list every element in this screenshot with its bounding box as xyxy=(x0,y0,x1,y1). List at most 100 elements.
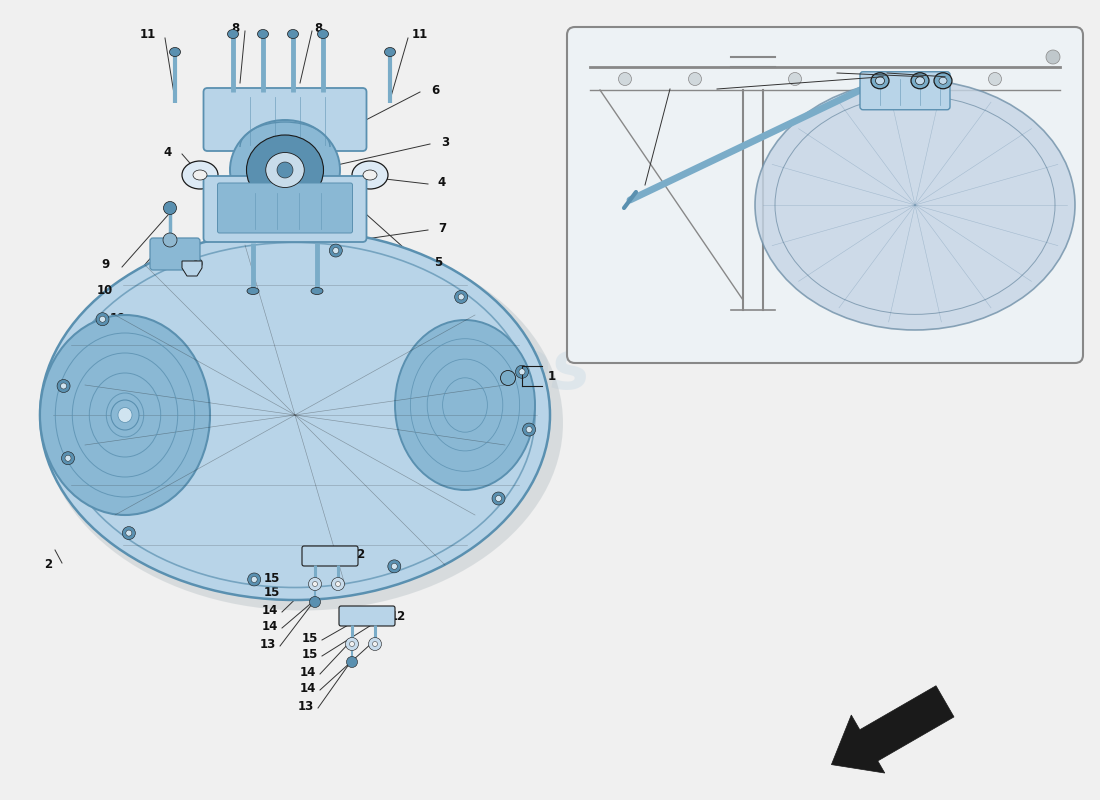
Text: 18: 18 xyxy=(872,61,888,74)
Circle shape xyxy=(164,202,176,214)
Ellipse shape xyxy=(939,78,947,84)
Text: 6: 6 xyxy=(431,83,439,97)
Circle shape xyxy=(618,73,631,86)
Circle shape xyxy=(350,642,354,646)
Text: 11: 11 xyxy=(140,29,156,42)
Circle shape xyxy=(526,426,532,433)
Ellipse shape xyxy=(915,77,924,85)
Text: 15: 15 xyxy=(301,631,318,645)
Text: 14: 14 xyxy=(300,682,316,694)
Ellipse shape xyxy=(40,315,210,515)
FancyBboxPatch shape xyxy=(204,88,366,151)
Text: 3: 3 xyxy=(441,135,449,149)
Circle shape xyxy=(96,313,109,326)
Circle shape xyxy=(60,383,67,389)
Text: 5: 5 xyxy=(433,255,442,269)
Circle shape xyxy=(277,162,293,178)
Text: 14: 14 xyxy=(262,619,278,633)
Text: 15: 15 xyxy=(264,586,280,599)
Circle shape xyxy=(388,560,400,573)
Text: 16: 16 xyxy=(652,77,668,90)
Polygon shape xyxy=(832,686,954,773)
Circle shape xyxy=(248,573,261,586)
Circle shape xyxy=(333,247,339,254)
Circle shape xyxy=(516,366,528,378)
FancyBboxPatch shape xyxy=(150,238,200,270)
Ellipse shape xyxy=(876,77,884,85)
Circle shape xyxy=(192,261,199,266)
Circle shape xyxy=(500,370,516,386)
Circle shape xyxy=(522,423,536,436)
Circle shape xyxy=(454,290,467,303)
Circle shape xyxy=(495,495,502,502)
Text: 11: 11 xyxy=(411,29,428,42)
Text: 15: 15 xyxy=(264,571,280,585)
FancyBboxPatch shape xyxy=(302,546,358,566)
Ellipse shape xyxy=(318,30,329,38)
Circle shape xyxy=(789,73,802,86)
Ellipse shape xyxy=(228,30,239,38)
Circle shape xyxy=(65,455,72,462)
Ellipse shape xyxy=(871,73,889,89)
FancyBboxPatch shape xyxy=(204,176,366,242)
Text: 19: 19 xyxy=(110,311,126,325)
Circle shape xyxy=(189,257,202,270)
Text: 14: 14 xyxy=(262,603,278,617)
Ellipse shape xyxy=(192,170,207,180)
Text: 15: 15 xyxy=(301,647,318,661)
Text: 13: 13 xyxy=(298,699,315,713)
Ellipse shape xyxy=(911,73,930,89)
Text: 1: 1 xyxy=(548,370,557,382)
Circle shape xyxy=(309,597,320,607)
Circle shape xyxy=(251,577,257,582)
Circle shape xyxy=(368,638,382,650)
Circle shape xyxy=(345,638,359,650)
Circle shape xyxy=(163,233,177,247)
Circle shape xyxy=(122,526,135,539)
Ellipse shape xyxy=(248,287,258,294)
Text: 17: 17 xyxy=(822,61,838,74)
Circle shape xyxy=(989,73,1001,86)
Text: 4: 4 xyxy=(164,146,172,158)
Text: 2: 2 xyxy=(44,558,52,571)
Circle shape xyxy=(346,657,358,667)
Circle shape xyxy=(492,492,505,505)
Text: 7: 7 xyxy=(438,222,447,234)
Text: 17: 17 xyxy=(698,77,715,90)
Circle shape xyxy=(312,582,318,586)
Text: 8: 8 xyxy=(314,22,322,34)
Circle shape xyxy=(689,73,702,86)
Ellipse shape xyxy=(169,47,180,57)
FancyBboxPatch shape xyxy=(218,183,352,233)
FancyBboxPatch shape xyxy=(566,27,1084,363)
Ellipse shape xyxy=(363,170,377,180)
Ellipse shape xyxy=(230,120,340,220)
FancyBboxPatch shape xyxy=(860,72,950,110)
Ellipse shape xyxy=(111,400,139,430)
Circle shape xyxy=(308,578,321,590)
Circle shape xyxy=(62,452,75,465)
Text: 9: 9 xyxy=(101,258,109,271)
Ellipse shape xyxy=(182,161,218,189)
Ellipse shape xyxy=(118,407,132,422)
Ellipse shape xyxy=(257,30,268,38)
Text: 8: 8 xyxy=(231,22,239,34)
Ellipse shape xyxy=(246,135,323,205)
Ellipse shape xyxy=(385,47,396,57)
Circle shape xyxy=(57,379,70,393)
Circle shape xyxy=(392,563,397,570)
Text: 4: 4 xyxy=(438,175,447,189)
Circle shape xyxy=(99,316,106,322)
Text: 12: 12 xyxy=(350,549,366,562)
Polygon shape xyxy=(182,261,202,276)
Circle shape xyxy=(519,369,525,374)
Circle shape xyxy=(373,642,377,646)
Ellipse shape xyxy=(352,161,388,189)
Ellipse shape xyxy=(43,235,563,610)
Text: 14: 14 xyxy=(300,666,316,678)
FancyBboxPatch shape xyxy=(339,606,395,626)
Text: 20: 20 xyxy=(499,351,515,365)
Ellipse shape xyxy=(40,230,550,600)
Ellipse shape xyxy=(934,73,952,89)
Ellipse shape xyxy=(311,287,323,294)
